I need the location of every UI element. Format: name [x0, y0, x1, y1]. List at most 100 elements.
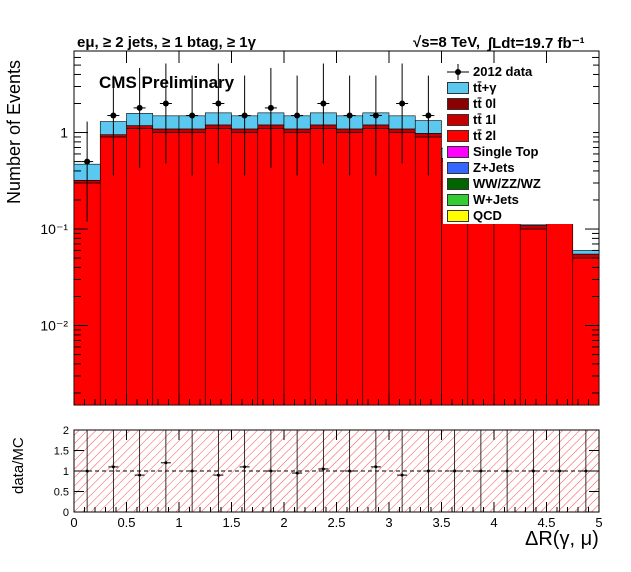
- x-tick-label: 2.5: [327, 515, 345, 530]
- legend-label: 2012 data: [473, 64, 533, 79]
- ratio-y-axis-title: data/MC: [10, 437, 27, 494]
- x-tick-label: 4.5: [537, 515, 555, 530]
- legend-entry: tt̄+γ: [443, 80, 593, 98]
- stack-bar: [336, 132, 364, 406]
- ratio-point: [400, 473, 404, 477]
- ratio-point: [295, 471, 299, 475]
- cms-preliminary-label: CMS Preliminary: [99, 73, 235, 92]
- stack-bar: [178, 132, 206, 406]
- x-tick-label: 0: [70, 515, 77, 530]
- ratio-point: [584, 469, 588, 473]
- x-tick-label: 0.5: [117, 515, 135, 530]
- data-point: [294, 112, 301, 119]
- data-point: [372, 112, 379, 119]
- legend-entry: tt̄ 2l: [443, 128, 593, 146]
- legend-label: tt̄ 1l: [473, 112, 497, 127]
- legend-label: Z+Jets: [473, 160, 515, 175]
- ratio-point: [164, 461, 168, 465]
- ratio-point: [558, 469, 562, 473]
- ratio-point: [190, 469, 194, 473]
- legend-entry: tt̄ 0l: [443, 96, 593, 114]
- legend-label: tt̄ 0l: [473, 96, 497, 111]
- y-tick-label: 10⁻²: [40, 318, 68, 334]
- main-y-axis-title: Number of Events: [4, 59, 24, 204]
- ratio-band-group: [74, 430, 599, 512]
- ratio-point: [505, 469, 509, 473]
- legend: 2012 data tt̄+γ tt̄ 0l tt̄ 1l tt̄ 2l Single T…: [443, 64, 593, 224]
- legend-swatch: [447, 82, 469, 94]
- stack-bar: [546, 221, 574, 406]
- legend-label: Single Top: [473, 144, 539, 159]
- legend-entry: W+Jets: [443, 192, 593, 210]
- stack-bar: [309, 128, 337, 406]
- legend-label: tt̄ 2l: [473, 128, 497, 143]
- ratio-data-group: [82, 430, 591, 512]
- data-point: [425, 112, 432, 119]
- stack-bar: [572, 257, 600, 406]
- x-tick-label: 3: [385, 515, 392, 530]
- ratio-point: [85, 469, 89, 473]
- x-axis-title: ΔR(γ, μ): [525, 528, 599, 550]
- stack-bar: [257, 128, 285, 406]
- data-point: [267, 104, 274, 111]
- ratio-axes-group: 0 0.5 1 1.5 2 0 0.5 1 1.5 2 2.5 3 3.5 4 4.5 5: [54, 425, 603, 530]
- stack-bar: [467, 199, 495, 406]
- legend-swatch: [447, 114, 469, 126]
- legend-entry: 2012 data: [443, 64, 593, 82]
- legend-entry: QCD: [443, 208, 593, 226]
- data-point: [241, 112, 248, 119]
- energy-label: √s=8 TeV,: [413, 34, 481, 51]
- stack-bar: [126, 128, 154, 406]
- data-point: [136, 104, 143, 111]
- x-tick-label: 1.5: [222, 515, 240, 530]
- legend-entry: WW/ZZ/WZ: [443, 176, 593, 194]
- data-point: [399, 100, 406, 107]
- stack-bar: [572, 253, 600, 259]
- main-axes-group: 10⁻² 10⁻¹ 1: [40, 50, 600, 405]
- ratio-point: [374, 465, 378, 469]
- legend-label: QCD: [473, 208, 502, 223]
- ratio-y-tick-label: 0.5: [54, 487, 69, 499]
- legend-entry: Z+Jets: [443, 160, 593, 178]
- x-tick-label: 4: [490, 515, 497, 530]
- ratio-y-tick-label: 1.5: [54, 446, 69, 458]
- data-point: [110, 112, 117, 119]
- x-tick-label: 1: [175, 515, 182, 530]
- stack-bar: [572, 250, 600, 255]
- y-tick-label: 10⁻¹: [40, 221, 68, 237]
- ratio-y-tick-label: 2: [63, 425, 69, 437]
- x-tick-label: 2: [280, 515, 287, 530]
- legend-swatch: [447, 210, 469, 222]
- legend-entry: tt̄ 1l: [443, 112, 593, 130]
- data-point: [346, 112, 353, 119]
- ratio-y-tick-label: 1: [63, 466, 69, 478]
- legend-label: W+Jets: [473, 192, 519, 207]
- ratio-point: [138, 473, 142, 477]
- data-point: [215, 100, 222, 107]
- legend-swatch: [447, 146, 469, 158]
- ratio-point: [348, 469, 352, 473]
- legend-swatch: [447, 130, 469, 142]
- data-point: [84, 158, 91, 165]
- data-point: [162, 100, 169, 107]
- stack-bar: [493, 211, 521, 406]
- legend-label: tt̄+γ: [473, 80, 497, 95]
- stack-bar: [519, 228, 547, 406]
- legend-label: WW/ZZ/WZ: [473, 176, 541, 191]
- stack-bar: [414, 136, 442, 406]
- ratio-point: [479, 469, 483, 473]
- legend-entry: Single Top: [443, 144, 593, 162]
- data-point: [320, 100, 327, 107]
- stack-bar: [152, 132, 180, 406]
- stack-bar: [204, 128, 232, 406]
- legend-swatch: [447, 162, 469, 174]
- stack-bar: [231, 132, 259, 406]
- ratio-point: [531, 469, 535, 473]
- ratio-point: [111, 465, 115, 469]
- ratio-point: [426, 469, 430, 473]
- channel-label: eμ, ≥ 2 jets, ≥ 1 btag, ≥ 1γ: [77, 34, 256, 51]
- stack-bar: [99, 136, 127, 406]
- x-tick-label: 5: [595, 515, 602, 530]
- legend-swatch: [447, 178, 469, 190]
